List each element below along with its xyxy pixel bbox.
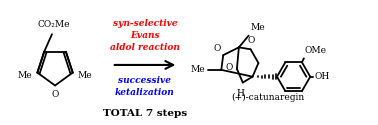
- Text: Evans: Evans: [130, 31, 160, 40]
- Text: H: H: [237, 89, 245, 98]
- Text: O: O: [51, 90, 59, 99]
- Text: successive: successive: [118, 76, 172, 85]
- Text: OMe: OMe: [305, 46, 327, 56]
- Text: Me: Me: [18, 71, 33, 80]
- Text: OH: OH: [314, 72, 329, 81]
- Text: O: O: [226, 63, 233, 72]
- Text: (+)-catunaregin: (+)-catunaregin: [232, 93, 305, 102]
- Text: O: O: [248, 36, 255, 45]
- Text: CO₂Me: CO₂Me: [38, 20, 70, 29]
- Text: O: O: [214, 44, 221, 53]
- Text: Me: Me: [77, 71, 92, 80]
- Text: TOTAL 7 steps: TOTAL 7 steps: [103, 109, 187, 118]
- Text: syn-selective: syn-selective: [113, 19, 177, 28]
- Text: ketalization: ketalization: [115, 88, 175, 97]
- Text: aldol reaction: aldol reaction: [110, 43, 180, 52]
- Text: Me: Me: [251, 23, 265, 32]
- Text: Me: Me: [191, 65, 206, 74]
